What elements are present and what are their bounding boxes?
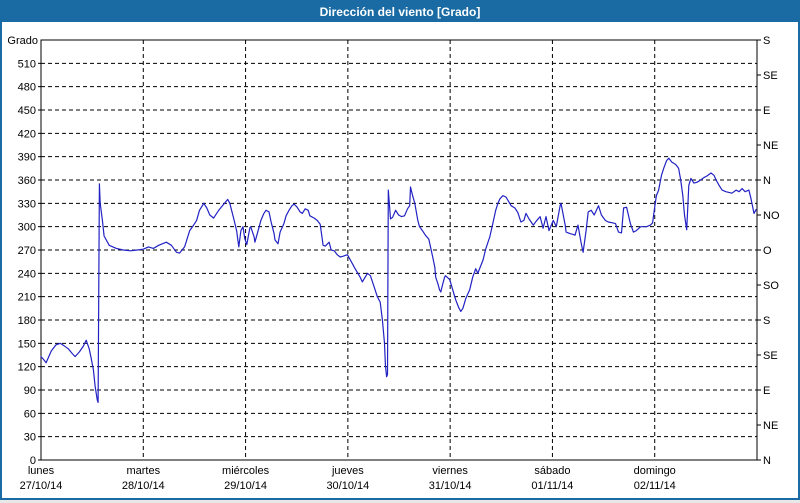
compass-axis-label: N [763,175,771,187]
x-axis-day-label: domingo [634,465,676,477]
compass-axis-label: SE [763,70,778,82]
x-axis-date-label: 01/11/14 [531,480,573,492]
y-axis-tick-label: 210 [18,292,36,304]
y-axis-tick-label: 510 [18,58,36,70]
y-axis-tick-label: 0 [30,455,36,467]
compass-axis-label: NE [763,140,778,152]
compass-axis-label: E [763,105,770,117]
x-axis-day-label: miércoles [222,465,270,477]
y-axis-tick-label: 180 [18,315,36,327]
y-axis-tick-label: 390 [18,152,36,164]
x-axis-date-label: 30/10/14 [326,480,369,492]
y-axis-tick-label: 450 [18,105,36,117]
compass-axis-label: SO [763,280,779,292]
x-axis-day-label: jueves [331,465,364,477]
y-axis-tick-label: 150 [18,338,36,350]
compass-axis-label: S [763,315,770,327]
x-axis-date-label: 28/10/14 [122,480,165,492]
x-axis-day-label: lunes [28,465,55,477]
y-axis-tick-label: 330 [18,198,36,210]
x-axis-date-label: 02/11/14 [634,480,676,492]
x-axis-date-label: 31/10/14 [429,480,472,492]
x-axis-day-label: martes [126,465,160,477]
y-axis-tick-label: 60 [24,408,36,420]
compass-axis-label: O [763,245,772,257]
x-axis-date-label: 27/10/14 [20,480,63,492]
y-axis-tick-label: 120 [18,362,36,374]
compass-axis-label: SE [763,350,778,362]
compass-axis-label: NE [763,420,778,432]
wind-direction-line [40,157,757,403]
y-axis-tick-label: 270 [18,245,36,257]
y-axis-tick-label: 420 [18,128,36,140]
y-axis-tick-label: 360 [18,175,36,187]
compass-axis-label: S [763,35,770,47]
y-axis-tick-label: 480 [18,82,36,94]
window-titlebar: Dirección del viento [Grado] [2,2,798,22]
y-axis-tick-label: 300 [18,222,36,234]
y-axis-tick-label: 30 [24,432,36,444]
y-axis-tick-label: 240 [18,268,36,280]
chart-background [2,22,798,498]
wind-direction-chart: 0 30 60 90 120 150 180 210 240 270 300 330 360 390 420… [2,22,798,498]
window-title: Dirección del viento [Grado] [319,5,481,19]
x-axis-date-label: 29/10/14 [224,480,267,492]
compass-axis-label: E [763,385,770,397]
compass-axis-label: N [763,455,771,467]
y-axis-unit-label: Grado [7,35,38,47]
x-axis-day-label: viernes [432,465,468,477]
x-axis-day-label: sábado [534,465,570,477]
y-axis-tick-label: 90 [24,385,36,397]
chart-area: 0 30 60 90 120 150 180 210 240 270 300 330 360 390 420… [2,22,798,498]
compass-axis-label: NO [763,210,780,222]
